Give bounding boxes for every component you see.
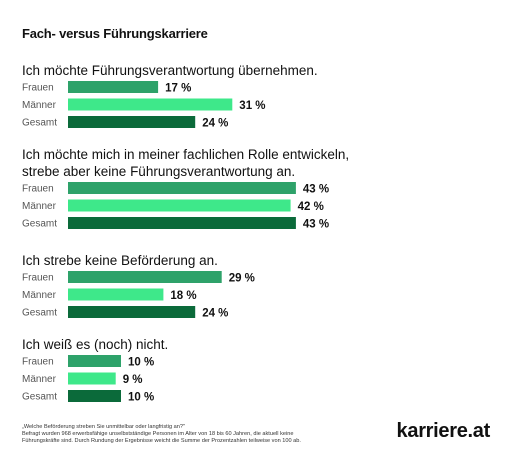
question-label: Ich strebe keine Beförderung an.	[22, 253, 218, 268]
value-label: 29 %	[229, 273, 255, 285]
question-label: Ich möchte Führungsverantwortung überneh…	[22, 63, 318, 78]
value-label: 10 %	[128, 392, 154, 404]
value-label: 42 %	[298, 201, 324, 213]
value-label: 24 %	[202, 308, 228, 320]
category-label: Gesamt	[22, 118, 57, 129]
category-label: Gesamt	[22, 308, 57, 319]
category-label: Frauen	[22, 83, 54, 94]
chart-title: Fach- versus Führungskarriere	[22, 26, 208, 41]
bar-mnner	[68, 98, 233, 111]
footnote-method-2: Führungskräfte sind. Durch Rundung der E…	[22, 438, 301, 445]
category-label: Männer	[22, 100, 57, 111]
category-label: Gesamt	[22, 392, 57, 403]
bar-mnner	[68, 372, 116, 385]
category-label: Frauen	[22, 184, 54, 195]
value-label: 18 %	[170, 290, 196, 302]
value-label: 10 %	[128, 357, 154, 369]
question-label: strebe aber keine Führungsverantwortung …	[22, 164, 295, 179]
brand-logo: karriere.at	[396, 420, 491, 442]
value-label: 43 %	[303, 184, 329, 196]
category-label: Frauen	[22, 273, 54, 284]
value-label: 31 %	[239, 100, 265, 112]
bar-mnner	[68, 199, 291, 212]
value-label: 43 %	[303, 219, 329, 231]
value-label: 24 %	[202, 118, 228, 130]
question-label: Ich weiß es (noch) nicht.	[22, 337, 168, 352]
footnote-method-1: Befragt wurden 968 erwerbsfähige unselbs…	[22, 431, 294, 438]
value-label: 17 %	[165, 83, 191, 95]
bar-mnner	[68, 288, 164, 301]
bar-gesamt	[68, 390, 121, 402]
category-label: Männer	[22, 290, 57, 301]
bar-frauen	[68, 81, 159, 93]
value-label: 9 %	[123, 374, 143, 386]
category-label: Männer	[22, 201, 57, 212]
footnote-question: „Welche Beförderung streben Sie unmittel…	[22, 424, 185, 430]
bar-gesamt	[68, 306, 196, 318]
category-label: Gesamt	[22, 219, 57, 230]
question-label: Ich möchte mich in meiner fachlichen Rol…	[22, 147, 349, 162]
footnote: „Welche Beförderung streben Sie unmittel…	[22, 424, 362, 446]
bar-frauen	[68, 271, 222, 283]
bar-frauen	[68, 182, 296, 194]
category-label: Männer	[22, 374, 57, 385]
bar-gesamt	[68, 116, 196, 128]
category-label: Frauen	[22, 357, 54, 368]
bar-gesamt	[68, 217, 296, 229]
bar-frauen	[68, 355, 121, 367]
